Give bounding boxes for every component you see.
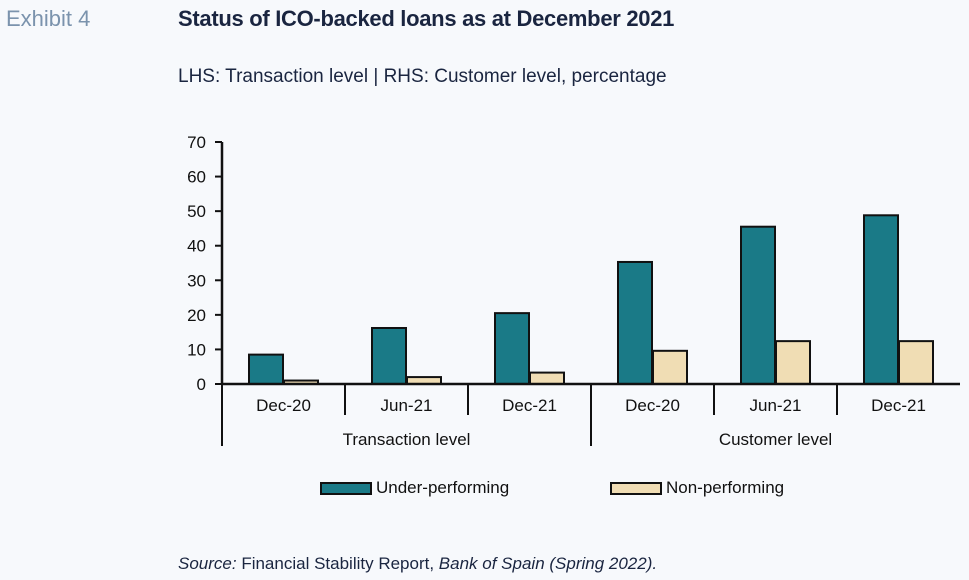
exhibit-label: Exhibit 4 xyxy=(6,6,91,31)
legend-swatch-under-performing xyxy=(320,481,372,495)
legend-swatch-non-performing xyxy=(610,481,662,495)
y-axis: 0 10 20 30 40 50 60 70 xyxy=(187,133,224,394)
bar-non-performing xyxy=(898,340,934,386)
x-axis: Dec-20 Jun-21 Dec-21 Dec-20 Jun-21 Dec-21 Tran… xyxy=(221,382,960,449)
x-tick-label: Jun-21 xyxy=(381,396,433,415)
y-tick-label: 60 xyxy=(187,168,206,187)
x-tick-label: Dec-20 xyxy=(256,396,311,415)
y-tick-label: 10 xyxy=(187,340,206,359)
y-tick-label: 40 xyxy=(187,237,206,256)
bar-under-performing xyxy=(494,312,530,385)
x-tick-label: Dec-20 xyxy=(625,396,680,415)
legend-item-under-performing: Under-performing xyxy=(320,478,509,498)
y-tick-label: 70 xyxy=(187,133,206,152)
y-tick-label: 0 xyxy=(197,375,206,394)
x-tick-label: Jun-21 xyxy=(750,396,802,415)
group-label: Transaction level xyxy=(343,430,471,449)
y-tick-label: 20 xyxy=(187,306,206,325)
y-tick-label: 30 xyxy=(187,271,206,290)
legend-label-under-performing: Under-performing xyxy=(376,478,510,497)
legend-item-non-performing: Non-performing xyxy=(610,478,784,498)
source-label: Source: xyxy=(178,554,237,573)
bar-under-performing xyxy=(740,225,776,385)
bar-non-performing xyxy=(652,349,688,386)
bar-under-performing xyxy=(863,214,899,385)
x-tick-label: Dec-21 xyxy=(871,396,926,415)
bar-under-performing xyxy=(617,260,653,385)
legend-label-non-performing: Non-performing xyxy=(666,478,785,497)
bar-non-performing xyxy=(529,371,565,386)
bars-layer xyxy=(248,214,934,386)
chart-title: Status of ICO-backed loans as at Decembe… xyxy=(178,6,675,31)
bar-non-performing xyxy=(775,340,811,386)
chart-subtitle: LHS: Transaction level | RHS: Customer l… xyxy=(178,66,667,87)
bar-under-performing xyxy=(371,326,407,386)
x-tick-label: Dec-21 xyxy=(502,396,557,415)
bar-under-performing xyxy=(248,353,284,386)
source-report: Financial Stability Report, xyxy=(236,554,439,573)
source-note: Source: Financial Stability Report, Bank… xyxy=(178,554,657,574)
group-label: Customer level xyxy=(719,430,832,449)
y-tick-label: 50 xyxy=(187,202,206,221)
source-publisher: Bank of Spain (Spring 2022). xyxy=(438,554,658,573)
